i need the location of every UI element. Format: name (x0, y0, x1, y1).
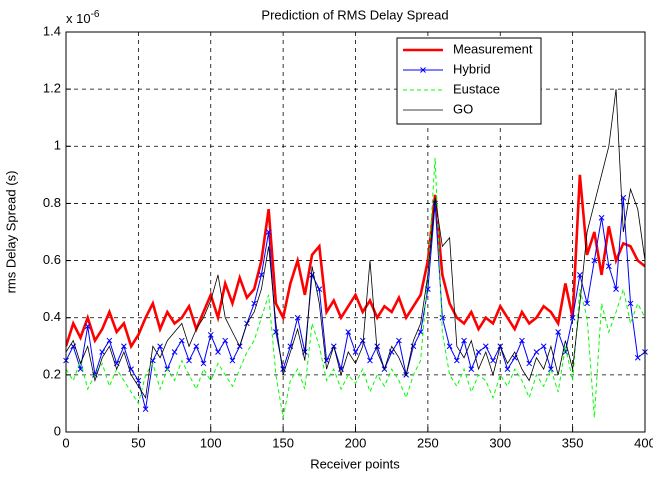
point-marker (294, 314, 301, 321)
point-marker (222, 337, 229, 344)
x-tick-label: 300 (489, 435, 511, 450)
point-marker (345, 329, 352, 335)
point-marker (446, 343, 453, 350)
point-marker (468, 366, 475, 372)
x-tick-label: 250 (417, 435, 439, 450)
y-tick-label: 1 (54, 138, 61, 153)
y-tick-label: 0 (54, 423, 61, 438)
point-marker (352, 349, 359, 355)
legend-label: Eustace (453, 81, 500, 96)
y-tick-label: 0.6 (43, 252, 61, 267)
point-marker (490, 357, 496, 364)
point-marker (540, 343, 547, 350)
point-marker (504, 366, 511, 372)
point-marker (526, 360, 533, 367)
series-line (66, 174, 645, 350)
point-marker (135, 377, 142, 384)
point-marker (77, 366, 84, 372)
point-marker (417, 329, 424, 335)
x-tick-label: 400 (634, 435, 653, 450)
point-marker (598, 214, 605, 221)
point-marker (84, 323, 91, 330)
y-tick-label: 0.4 (43, 309, 61, 324)
point-marker (548, 366, 554, 372)
point-marker (178, 337, 185, 344)
point-marker (323, 357, 330, 364)
point-marker (142, 406, 149, 412)
point-marker (627, 300, 634, 307)
x-tick-label: 50 (131, 435, 145, 450)
point-marker (106, 337, 113, 344)
axes-box (65, 31, 646, 433)
x-tick-label: 150 (272, 435, 294, 450)
point-marker (359, 337, 366, 344)
point-marker (453, 357, 460, 364)
point-marker (215, 349, 221, 355)
y-tick-label: 1.2 (43, 81, 61, 96)
point-marker (605, 263, 612, 270)
point-marker (584, 300, 590, 307)
y-tick-label: 0.8 (43, 195, 61, 210)
point-marker (577, 272, 583, 278)
multiplier-base: x 10 (66, 11, 91, 26)
series-line (66, 157, 645, 418)
point-marker (251, 300, 258, 307)
legend-marker (420, 67, 426, 73)
point-marker (186, 357, 192, 364)
y-tick-label: 0.2 (43, 366, 61, 381)
point-marker (439, 314, 446, 321)
point-marker (374, 343, 381, 350)
y-tick-label: 1.4 (43, 23, 61, 38)
point-marker (229, 357, 236, 364)
point-marker (367, 357, 373, 364)
point-marker (121, 343, 127, 350)
point-marker (265, 229, 272, 235)
x-tick-label: 100 (200, 435, 222, 450)
multiplier-exponent: -6 (91, 9, 100, 20)
x-axis-label: Receiver points (310, 456, 400, 471)
point-marker (200, 360, 207, 367)
point-marker (634, 354, 641, 361)
multiplier: x 10-6 (66, 9, 100, 27)
point-marker (533, 349, 540, 355)
point-marker (157, 343, 163, 350)
legend-label: GO (453, 101, 473, 116)
legend-label: Measurement (453, 41, 533, 56)
x-tick-label: 350 (562, 435, 584, 450)
point-marker (258, 272, 265, 278)
point-marker (99, 349, 106, 355)
point-marker (461, 337, 467, 344)
point-marker (519, 337, 525, 344)
point-marker (591, 257, 598, 264)
point-marker (193, 343, 200, 350)
point-marker (171, 349, 178, 355)
x-tick-label: 200 (345, 435, 367, 450)
legend-label: Hybrid (453, 61, 491, 76)
point-marker (207, 332, 214, 338)
point-marker (613, 286, 619, 292)
chart-title: Prediction of RMS Delay Spread (261, 7, 448, 22)
point-marker (555, 329, 562, 335)
series-line (66, 89, 645, 399)
point-marker (316, 286, 323, 292)
y-axis-label: rms Delay Spread (s) (3, 171, 18, 294)
point-marker (475, 349, 482, 355)
point-marker (569, 314, 576, 321)
point-marker (396, 337, 402, 344)
point-marker (482, 343, 489, 350)
x-tick-label: 0 (62, 435, 69, 450)
